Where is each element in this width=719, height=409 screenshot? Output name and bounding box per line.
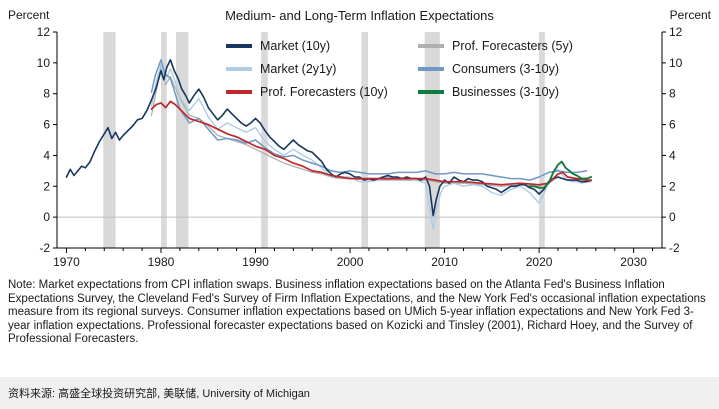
legend-label-market-10y: Market (10y): [260, 38, 331, 53]
legend-item-businesses-3-10y: Businesses (3-10y): [418, 80, 573, 103]
y-tick-label-right: 10: [669, 56, 683, 70]
legend-item-market-2y1y: Market (2y1y): [226, 57, 418, 80]
y-tick-label-left: 2: [43, 179, 50, 193]
legend-label-businesses-3-10y: Businesses (3-10y): [452, 84, 559, 99]
x-tick-label: 2020: [526, 255, 553, 269]
recession-band: [176, 32, 189, 248]
x-tick-label: 1980: [148, 255, 175, 269]
right-axis-unit-label: Percent: [669, 8, 711, 22]
legend-item-prof-forecasters-10y: Prof. Forecasters (10y): [226, 80, 418, 103]
y-tick-label-left: 12: [37, 26, 51, 39]
legend-column-1: Market (10y) Market (2y1y) Prof. Forecas…: [226, 34, 418, 103]
y-tick-label-right: 0: [669, 210, 676, 224]
recession-band: [161, 32, 167, 248]
legend-label-prof-forecasters-10y: Prof. Forecasters (10y): [260, 84, 388, 99]
series-line-businesses-3-10y-: [528, 160, 593, 189]
y-tick-label-left: 4: [43, 148, 50, 162]
x-tick-label: 2030: [620, 255, 647, 269]
y-tick-label-left: 10: [37, 56, 51, 70]
chart-title: Medium- and Long-Term Inflation Expectat…: [225, 8, 494, 23]
legend-swatch-market-10y: [226, 43, 252, 48]
legend-item-consumers-3-10y: Consumers (3-10y): [418, 57, 573, 80]
series-line-consumers-3-10y-: [150, 59, 588, 181]
y-tick-label-left: 0: [43, 210, 50, 224]
recession-band: [103, 32, 116, 248]
y-tick-label-left: 8: [43, 87, 50, 101]
y-tick-label-left: 6: [43, 118, 50, 132]
chart-header: Percent Medium- and Long-Term Inflation …: [0, 0, 719, 26]
legend-item-prof-forecasters-5y: Prof. Forecasters (5y): [418, 34, 573, 57]
legend-swatch-prof-forecasters-5y: [418, 43, 444, 48]
y-tick-label-right: 2: [669, 179, 676, 193]
legend-column-2: Prof. Forecasters (5y) Consumers (3-10y)…: [418, 34, 573, 103]
legend-swatch-prof-forecasters-10y: [226, 89, 252, 94]
source-bar: 资料来源: 高盛全球投资研究部, 美联储, University of Mich…: [0, 377, 719, 409]
chart-note: Note: Market expectations from CPI infla…: [8, 279, 706, 346]
x-tick-label: 2010: [431, 255, 458, 269]
recession-band: [424, 32, 440, 248]
chart-area: -2 -2 0 0 2 2 4 4 6 6 8 8 10 10 12 12 1970 1980 1990 2000 20…: [0, 26, 719, 274]
series-line-prof-forecasters-10y-: [150, 100, 592, 186]
recession-band: [539, 32, 545, 248]
recession-band: [361, 32, 368, 248]
legend-swatch-consumers-3-10y: [418, 66, 444, 71]
y-tick-label-left: -2: [39, 241, 50, 255]
source-text: 资料来源: 高盛全球投资研究部, 美联储, University of Mich…: [8, 388, 310, 400]
x-tick-label: 1990: [242, 255, 269, 269]
y-tick-label-right: 4: [669, 148, 676, 162]
inflation-expectations-plot: -2 -2 0 0 2 2 4 4 6 6 8 8 10 10 12 12 1970 1980 1990 2000 20…: [37, 26, 683, 269]
legend-label-market-2y1y: Market (2y1y): [260, 61, 337, 76]
y-tick-label-right: 6: [669, 118, 676, 132]
legend-label-consumers-3-10y: Consumers (3-10y): [452, 61, 559, 76]
series-line-market-10y-: [65, 58, 592, 217]
x-tick-label: 2000: [337, 255, 364, 269]
legend-label-prof-forecasters-5y: Prof. Forecasters (5y): [452, 38, 573, 53]
y-tick-label-right: -2: [669, 241, 680, 255]
legend: Market (10y) Market (2y1y) Prof. Forecas…: [226, 34, 573, 103]
legend-swatch-businesses-3-10y: [418, 89, 444, 94]
y-tick-label-right: 8: [669, 87, 676, 101]
y-tick-label-right: 12: [669, 26, 683, 39]
legend-item-market-10y: Market (10y): [226, 34, 418, 57]
x-tick-label: 1970: [53, 255, 80, 269]
legend-swatch-market-2y1y: [226, 66, 252, 71]
left-axis-unit-label: Percent: [8, 8, 50, 22]
